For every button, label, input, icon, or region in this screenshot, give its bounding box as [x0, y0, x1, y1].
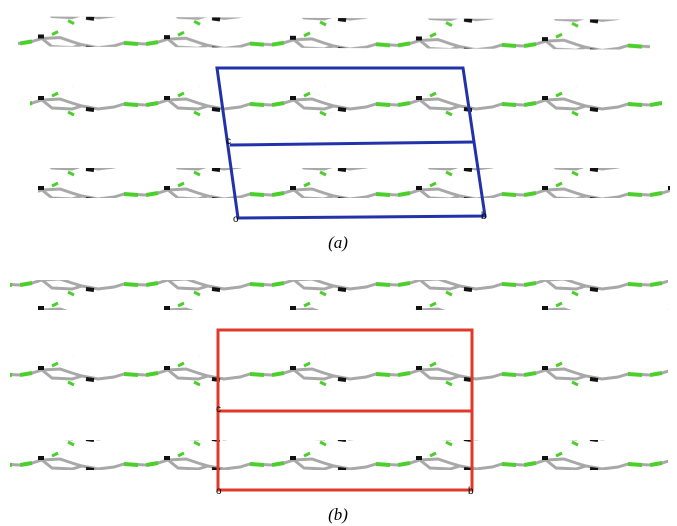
- unit-cell-a: [215, 66, 487, 220]
- unit-cell-b: [216, 328, 474, 492]
- cell-label: b: [481, 211, 487, 222]
- cell-label: b: [468, 486, 474, 497]
- cell-label: c: [216, 404, 221, 415]
- molecule-rows-a: [17, 16, 670, 198]
- panel-label: (a): [328, 233, 348, 252]
- cell-label: o: [216, 486, 222, 497]
- cell-label: c: [226, 136, 231, 147]
- cell-label: o: [233, 214, 239, 225]
- panel-label: (b): [328, 505, 348, 524]
- molecule-rows-b: [10, 280, 668, 470]
